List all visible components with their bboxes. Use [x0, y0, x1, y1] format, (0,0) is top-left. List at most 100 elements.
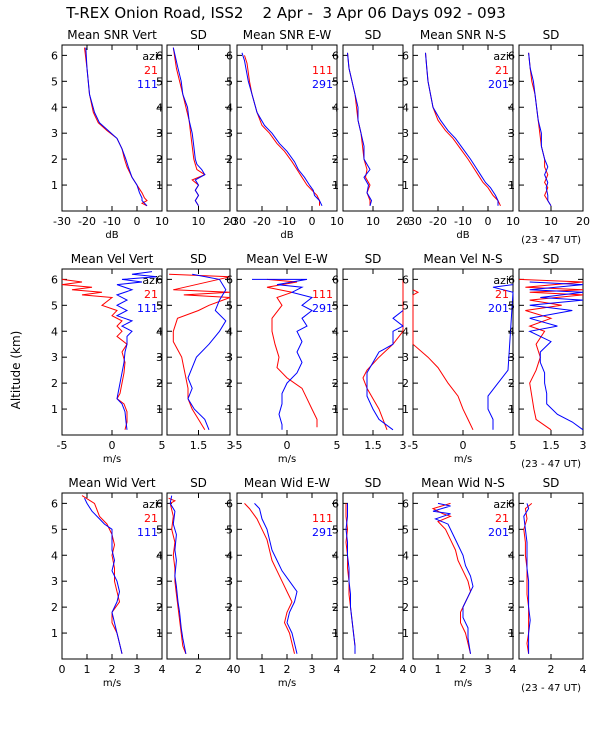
- legend-entry: 21: [495, 64, 509, 77]
- figure-title: T-REX Onion Road, ISS2 2 Apr - 3 Apr 06 …: [65, 4, 506, 22]
- series-line-21: [425, 52, 501, 207]
- y-tick-label: 2: [51, 377, 58, 390]
- series-line-21: [518, 278, 584, 431]
- y-tick-label: 5: [51, 75, 58, 88]
- y-tick-label: 2: [508, 153, 515, 166]
- y-tick-label: 1: [508, 627, 515, 640]
- x-tick-label: 0: [109, 439, 116, 452]
- y-tick-label: 3: [508, 351, 515, 364]
- y-tick-label: 2: [332, 153, 339, 166]
- y-tick-label: 4: [156, 549, 163, 562]
- y-tick-label: 3: [226, 351, 233, 364]
- y-tick-label: 6: [226, 49, 233, 62]
- x-tick-label: 1: [435, 663, 442, 676]
- x-axis-label: dB: [105, 230, 118, 241]
- legend-header: azi: [493, 274, 509, 287]
- legend-entry: 201: [488, 302, 509, 315]
- x-tick-label: -20: [253, 215, 271, 228]
- time-note: (23 - 47 UT): [521, 459, 581, 470]
- panel-title: SD: [190, 476, 207, 490]
- y-tick-label: 1: [402, 627, 409, 640]
- x-tick-label: 0: [284, 439, 291, 452]
- y-tick-label: 6: [51, 273, 58, 286]
- y-tick-label: 3: [402, 127, 409, 140]
- panel-title: Mean Vel E-W: [246, 252, 328, 266]
- x-tick-label: 20: [396, 215, 410, 228]
- legend-entry: 21: [144, 64, 158, 77]
- panel-frame: [342, 268, 404, 436]
- y-tick-label: 1: [332, 179, 339, 192]
- y-tick-label: 4: [332, 549, 339, 562]
- x-axis-label: m/s: [454, 454, 472, 465]
- y-tick-label: 6: [508, 497, 515, 510]
- legend-entry: 21: [495, 512, 509, 525]
- y-tick-label: 2: [402, 601, 409, 614]
- y-tick-label: 6: [156, 49, 163, 62]
- legend-entry: 111: [137, 302, 158, 315]
- legend-entry: 291: [312, 526, 333, 539]
- x-tick-label: 20: [576, 215, 590, 228]
- panel-title: Mean SNR Vert: [67, 28, 157, 42]
- panel-title: SD: [190, 252, 207, 266]
- legend-entry: 111: [137, 78, 158, 91]
- series-line-111: [187, 273, 227, 430]
- y-tick-label: 5: [51, 299, 58, 312]
- y-tick-label: 1: [332, 403, 339, 416]
- y-tick-label: 3: [508, 127, 515, 140]
- y-tick-label: 2: [156, 601, 163, 614]
- x-tick-label: 4: [159, 663, 166, 676]
- x-tick-label: 0: [134, 215, 141, 228]
- x-tick-label: 10: [544, 215, 558, 228]
- x-tick-label: 20: [223, 215, 237, 228]
- x-tick-label: -30: [53, 215, 71, 228]
- y-tick-label: 5: [402, 75, 409, 88]
- y-tick-label: 3: [402, 351, 409, 364]
- x-tick-label: 1.5: [542, 439, 560, 452]
- panel-title: SD: [543, 252, 560, 266]
- y-tick-label: 2: [226, 153, 233, 166]
- x-axis-label: dB: [280, 230, 293, 241]
- y-tick-label: 5: [156, 523, 163, 536]
- legend-entry: 291: [312, 302, 333, 315]
- legend-entry: 201: [488, 526, 509, 539]
- x-tick-label: -5: [408, 439, 419, 452]
- y-tick-label: 1: [402, 403, 409, 416]
- series-line-201: [528, 281, 584, 431]
- x-axis-label: m/s: [278, 454, 296, 465]
- y-tick-label: 1: [156, 627, 163, 640]
- y-tick-label: 5: [402, 523, 409, 536]
- series-line-291: [347, 52, 373, 206]
- x-tick-label: 3: [400, 439, 407, 452]
- x-tick-label: 2: [284, 663, 291, 676]
- y-tick-label: 6: [402, 273, 409, 286]
- panel-frame: [342, 44, 404, 212]
- series-line-201: [432, 502, 474, 654]
- series-line-21: [168, 497, 187, 654]
- series-line-291: [254, 503, 298, 654]
- y-tick-label: 2: [156, 377, 163, 390]
- series-line-21: [81, 495, 123, 654]
- y-tick-label: 5: [156, 75, 163, 88]
- x-tick-label: 0: [59, 663, 66, 676]
- y-tick-label: 3: [51, 127, 58, 140]
- x-tick-label: -5: [232, 439, 243, 452]
- x-axis-label: m/s: [278, 678, 296, 689]
- y-tick-label: 6: [156, 497, 163, 510]
- y-tick-label: 2: [508, 377, 515, 390]
- legend-entry: 201: [488, 78, 509, 91]
- series-line-111: [84, 497, 123, 654]
- x-tick-label: 2: [109, 663, 116, 676]
- y-tick-label: 3: [156, 351, 163, 364]
- legend-entry: 111: [312, 512, 333, 525]
- x-tick-label: -30: [228, 215, 246, 228]
- y-tick-label: 1: [332, 627, 339, 640]
- legend-header: azi: [493, 50, 509, 63]
- x-tick-label: 2: [195, 663, 202, 676]
- series-line-201: [425, 52, 499, 206]
- panel-title: Mean Vel Vert: [71, 252, 154, 266]
- series-line-111: [172, 47, 206, 207]
- y-tick-label: 2: [508, 601, 515, 614]
- y-tick-label: 6: [508, 273, 515, 286]
- y-tick-label: 1: [226, 179, 233, 192]
